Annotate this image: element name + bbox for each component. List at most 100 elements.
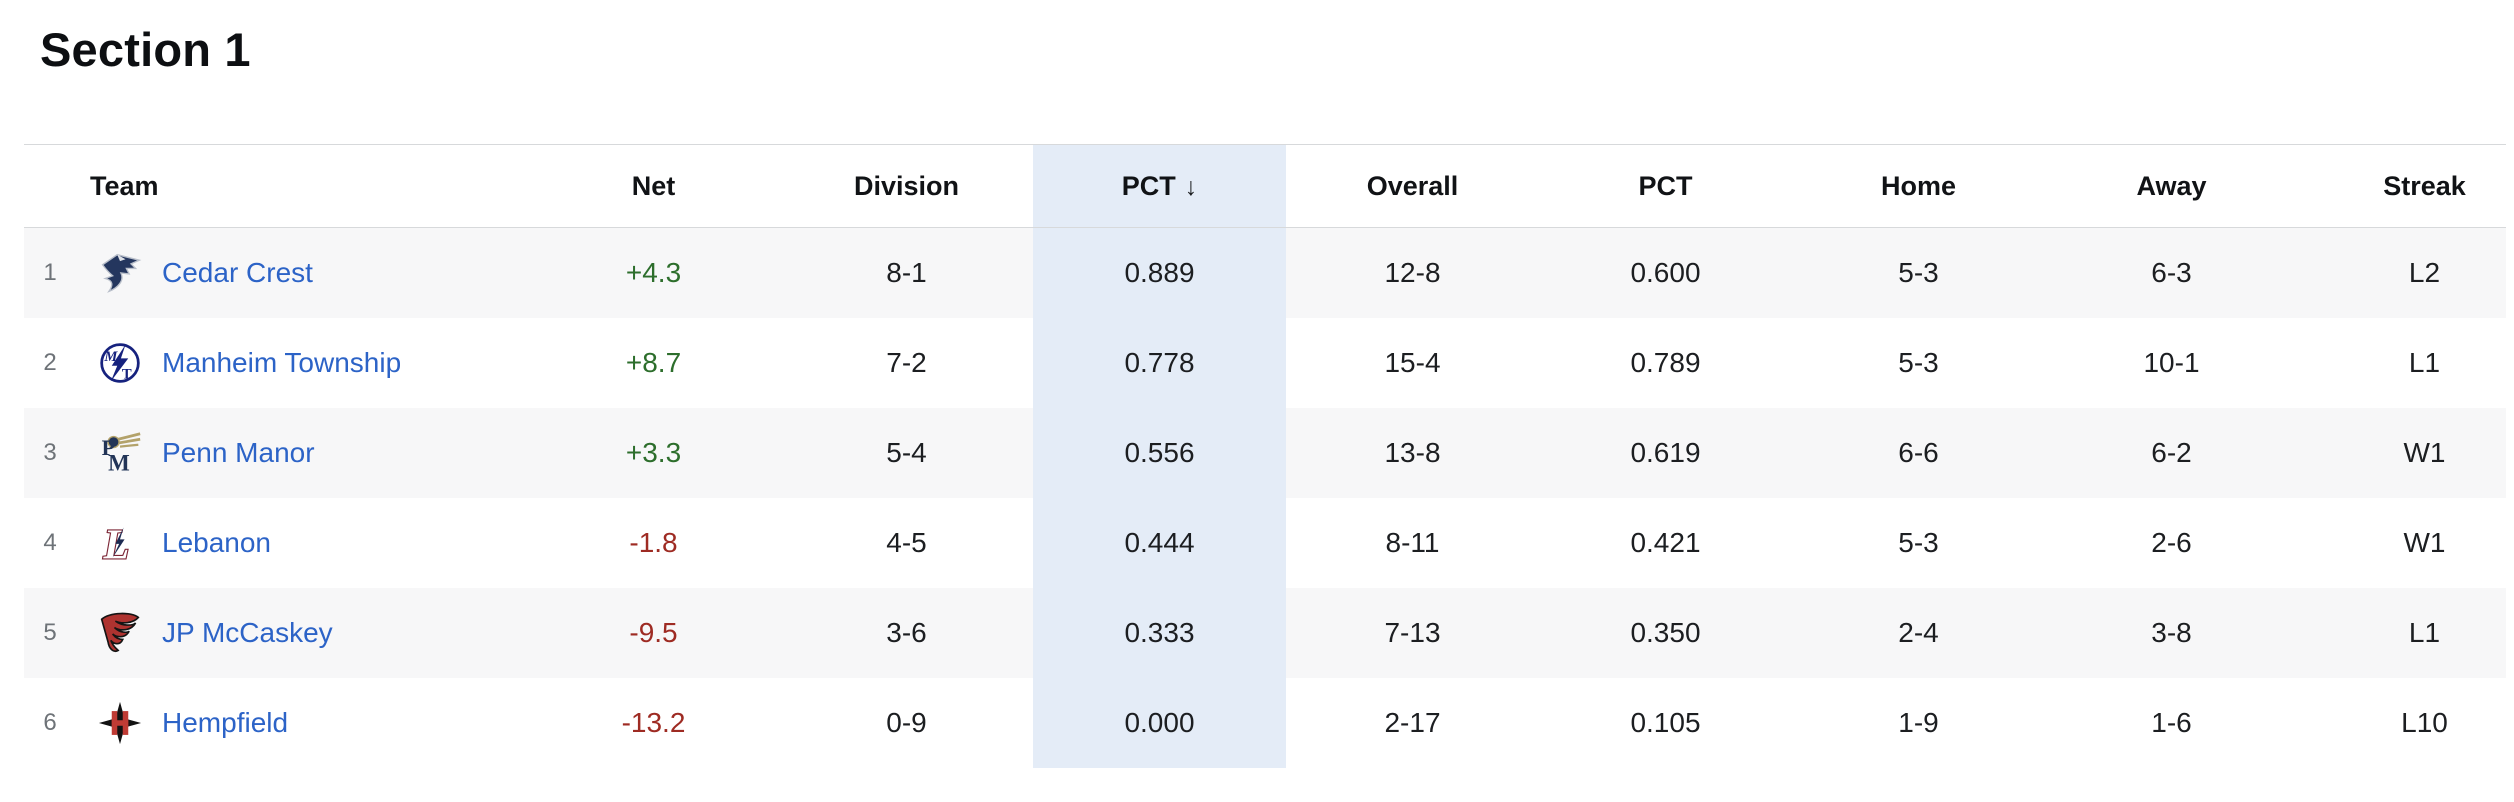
column-header-team[interactable]: Team: [24, 145, 527, 227]
division-pct-cell: 0.333: [1033, 588, 1286, 678]
net-cell: -9.5: [629, 617, 678, 648]
away-cell: 6-2: [2151, 437, 2192, 468]
division-cell: 3-6: [886, 617, 927, 648]
away-cell: 1-6: [2151, 707, 2192, 738]
division-pct-cell: 0.444: [1033, 498, 1286, 588]
net-cell: -13.2: [621, 707, 686, 738]
team-link[interactable]: Hempfield: [162, 707, 289, 738]
division-cell: 7-2: [886, 347, 927, 378]
rank-label: 1: [43, 259, 57, 286]
net-cell: +3.3: [625, 437, 682, 468]
overall-cell: 2-17: [1384, 707, 1441, 738]
division-pct-cell: 0.556: [1033, 408, 1286, 498]
net-cell: +4.3: [625, 257, 682, 288]
jp-mccaskey-tornado-logo: [98, 611, 142, 655]
column-header-net[interactable]: Net: [527, 145, 780, 227]
division-cell: 5-4: [886, 437, 927, 468]
overall-cell: 8-11: [1385, 527, 1440, 558]
page-title: Section 1: [40, 23, 251, 76]
overall-pct-cell: 0.350: [1630, 617, 1701, 648]
column-header-away-label: Away: [2136, 170, 2207, 201]
table-row: 4 L Lebanon -1.8 4-5 0.444 8-11 0.421 5-…: [24, 498, 2506, 588]
hempfield-diamond-h-logo: [98, 701, 142, 745]
away-cell: 2-6: [2151, 527, 2192, 558]
column-header-net-label: Net: [631, 170, 676, 201]
overall-cell: 12-8: [1384, 257, 1441, 288]
home-cell: 6-6: [1898, 437, 1939, 468]
sort-descending-icon: ↓: [1184, 172, 1198, 201]
column-header-division-label: Division: [853, 170, 960, 201]
division-cell: 0-9: [886, 707, 927, 738]
team-cell: 5 JP McCaskey: [24, 588, 527, 678]
net-cell: -1.8: [629, 527, 678, 558]
table-row: 6 Hempfield -13.2 0-9 0.000 2-17 0.105 1…: [24, 678, 2506, 768]
streak-cell: W1: [2403, 527, 2446, 558]
overall-cell: 7-13: [1384, 617, 1441, 648]
lebanon-l-bolt-logo: L: [98, 521, 142, 565]
overall-pct-cell: 0.600: [1630, 257, 1701, 288]
overall-pct-cell: 0.421: [1630, 527, 1701, 558]
away-cell: 10-1: [2143, 347, 2200, 378]
team-cell: 1 Cedar Crest: [24, 228, 527, 318]
team-link[interactable]: Lebanon: [162, 527, 272, 558]
team-cell: 6 Hempfield: [24, 678, 527, 768]
streak-cell: L1: [2408, 617, 2441, 648]
column-header-away[interactable]: Away: [2045, 145, 2298, 227]
home-cell: 5-3: [1898, 527, 1939, 558]
column-header-overall-pct-label: PCT: [1638, 170, 1693, 201]
overall-pct-cell: 0.789: [1630, 347, 1701, 378]
overall-pct-cell: 0.619: [1630, 437, 1701, 468]
team-link[interactable]: Penn Manor: [162, 437, 315, 468]
column-header-team-label: Team: [90, 170, 159, 201]
svg-text:M: M: [103, 349, 118, 365]
away-cell: 3-8: [2151, 617, 2192, 648]
table-row: 5 JP McCaskey -9.5 3-6 0.333 7-13 0.350 …: [24, 588, 2506, 678]
standings-table: Team Net Division PCT ↓ Overall PCT Home…: [24, 144, 2506, 768]
column-header-streak[interactable]: Streak: [2298, 145, 2506, 227]
column-header-division[interactable]: Division: [780, 145, 1033, 227]
table-body: 1 Cedar Crest +4.3 8-1 0.889 12-8 0.600 …: [24, 228, 2506, 768]
column-header-overall[interactable]: Overall: [1286, 145, 1539, 227]
table-header-row: Team Net Division PCT ↓ Overall PCT Home…: [24, 144, 2506, 228]
away-cell: 6-3: [2151, 257, 2192, 288]
column-header-streak-label: Streak: [2383, 170, 2466, 201]
home-cell: 2-4: [1898, 617, 1939, 648]
table-row: 1 Cedar Crest +4.3 8-1 0.889 12-8 0.600 …: [24, 228, 2506, 318]
rank-label: 3: [43, 439, 57, 466]
column-header-overall-pct[interactable]: PCT: [1539, 145, 1792, 227]
division-pct-cell: 0.778: [1033, 318, 1286, 408]
streak-cell: W1: [2403, 437, 2446, 468]
overall-cell: 13-8: [1384, 437, 1441, 468]
team-link[interactable]: JP McCaskey: [162, 617, 333, 648]
column-header-home-label: Home: [1880, 170, 1956, 201]
streak-cell: L1: [2408, 347, 2441, 378]
division-cell: 4-5: [886, 527, 927, 558]
net-cell: +8.7: [625, 347, 682, 378]
overall-pct-cell: 0.105: [1630, 707, 1701, 738]
column-header-home[interactable]: Home: [1792, 145, 2045, 227]
team-link[interactable]: Cedar Crest: [162, 257, 313, 288]
cedar-crest-falcon-logo: [98, 251, 142, 295]
home-cell: 5-3: [1898, 257, 1939, 288]
svg-text:T: T: [122, 367, 132, 383]
column-header-division-pct-label: PCT: [1121, 170, 1176, 201]
team-cell: 4 L Lebanon: [24, 498, 527, 588]
division-cell: 8-1: [886, 257, 927, 288]
home-cell: 5-3: [1898, 347, 1939, 378]
overall-cell: 15-4: [1384, 347, 1441, 378]
rank-label: 2: [43, 349, 57, 376]
column-header-division-pct[interactable]: PCT ↓: [1033, 145, 1286, 227]
streak-cell: L2: [2408, 257, 2441, 288]
streak-cell: L10: [2401, 707, 2448, 738]
division-pct-cell: 0.889: [1033, 228, 1286, 318]
home-cell: 1-9: [1898, 707, 1939, 738]
rank-label: 5: [43, 619, 57, 646]
svg-text:M: M: [108, 450, 130, 475]
team-link[interactable]: Manheim Township: [162, 347, 402, 378]
